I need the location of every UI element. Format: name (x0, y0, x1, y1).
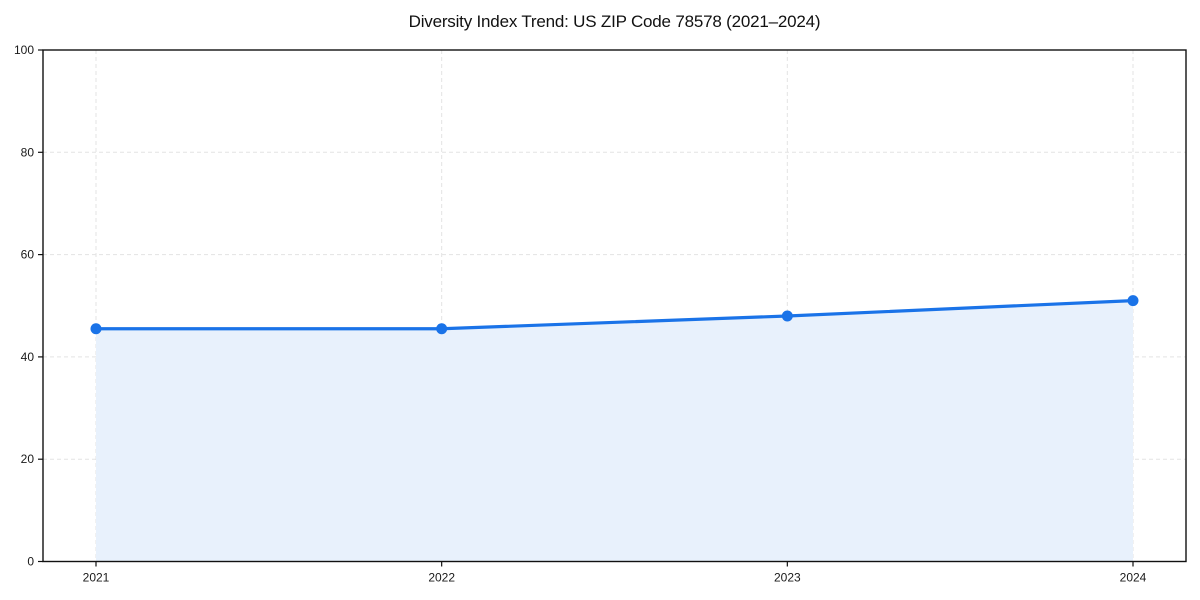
y-tick-label: 80 (21, 145, 35, 159)
data-point-2022 (436, 323, 448, 335)
data-point-2021 (90, 323, 102, 335)
y-tick-label: 60 (21, 248, 35, 262)
area-fill (96, 300, 1133, 562)
plot-frame (42, 49, 1187, 563)
x-tick-label: 2024 (1120, 571, 1147, 585)
y-tick-label: 20 (21, 452, 35, 466)
trend-line (94, 299, 1135, 331)
x-tick-label: 2021 (83, 571, 110, 585)
y-tick-label: 100 (14, 43, 34, 57)
chart-title: Diversity Index Trend: US ZIP Code 78578… (408, 12, 821, 31)
x-tick-label: 2022 (428, 571, 455, 585)
x-tick-label: 2023 (774, 571, 801, 585)
y-tick-label: 0 (27, 555, 34, 569)
data-point-2024 (1127, 295, 1139, 307)
y-tick-label: 40 (21, 350, 35, 364)
data-point-2023 (781, 310, 793, 322)
